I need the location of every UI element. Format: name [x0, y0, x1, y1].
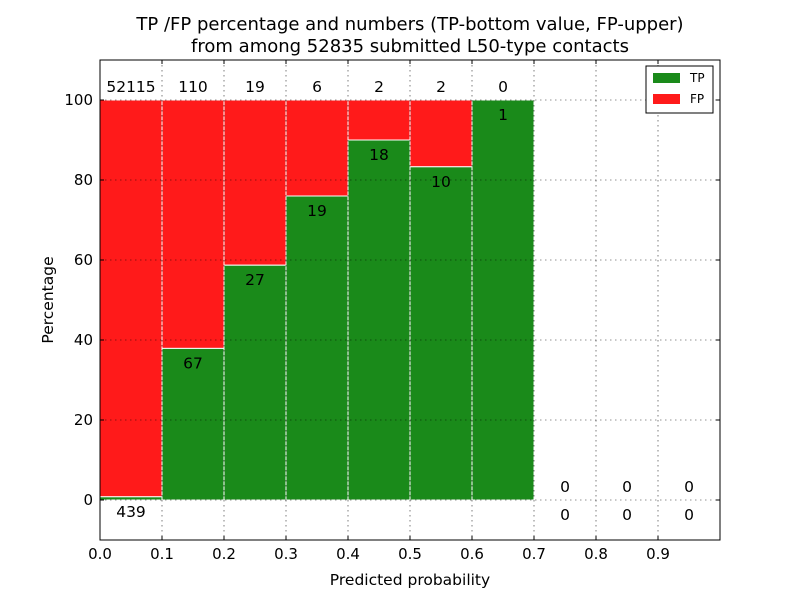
tp-count-label: 0: [684, 506, 694, 524]
tp-count-label: 67: [183, 354, 203, 372]
tp-bar: [471, 99, 535, 501]
fp-count-label: 19: [245, 78, 265, 96]
tp-count-label: 27: [245, 271, 265, 289]
fp-bar: [99, 99, 163, 498]
tp-bar: [99, 496, 163, 501]
tp-bar: [285, 195, 349, 501]
fp-count-label: 2: [374, 78, 384, 96]
tp-bar: [347, 139, 411, 501]
legend-swatch-fp: [653, 94, 680, 104]
y-axis-label: Percentage: [39, 256, 57, 343]
tp-bar: [223, 264, 287, 501]
x-tick-label: 0.0: [88, 545, 112, 563]
tp-count-label: 0: [560, 506, 570, 524]
x-tick-label: 0.5: [398, 545, 422, 563]
fp-bar: [285, 99, 349, 197]
y-tick-label: 100: [64, 91, 93, 109]
tp-count-label: 1: [498, 106, 508, 124]
fp-count-label: 0: [498, 78, 508, 96]
legend-label-fp: FP: [690, 92, 704, 106]
y-tick-label: 0: [83, 491, 93, 509]
fp-count-label: 0: [684, 478, 694, 496]
fp-bar: [161, 99, 225, 349]
x-tick-label: 0.4: [336, 545, 360, 563]
fp-bar: [347, 99, 411, 141]
x-tick-label: 0.7: [522, 545, 546, 563]
tp-count-label: 439: [116, 503, 146, 521]
plot-area: 0.0 0.1 0.2 0.3 0.4 0.5 0.6 0.7 0.8 0.90204060801…: [64, 59, 721, 563]
y-tick-label: 80: [74, 171, 93, 189]
x-axis-label: Predicted probability: [330, 571, 490, 589]
fp-bar: [409, 99, 473, 168]
fp-count-label: 110: [178, 78, 208, 96]
fp-count-label: 0: [560, 478, 570, 496]
fp-count-label: 6: [312, 78, 322, 96]
legend: TP FP: [645, 65, 714, 114]
y-tick-label: 60: [74, 251, 93, 269]
y-tick-label: 40: [74, 331, 93, 349]
x-tick-label: 0.1: [150, 545, 174, 563]
x-tick-label: 0.3: [274, 545, 298, 563]
x-tick-label: 0.2: [212, 545, 236, 563]
legend-swatch-tp: [653, 73, 680, 83]
tp-count-label: 0: [622, 506, 632, 524]
chart-subtitle: from among 52835 submitted L50-type cont…: [191, 36, 629, 57]
x-tick-label: 0.8: [584, 545, 608, 563]
fp-count-label: 2: [436, 78, 446, 96]
fp-bar: [223, 99, 287, 266]
tp-count-label: 18: [369, 146, 389, 164]
tp-bar: [409, 166, 473, 501]
legend-label-tp: TP: [689, 71, 705, 85]
x-tick-label: 0.6: [460, 545, 484, 563]
tp-bar: [161, 347, 225, 501]
tp-count-label: 10: [431, 173, 451, 191]
x-tick-label: 0.9: [646, 545, 670, 563]
y-tick-label: 20: [74, 411, 93, 429]
tp-count-label: 19: [307, 202, 327, 220]
chart-title: TP /FP percentage and numbers (TP-bottom…: [135, 14, 683, 35]
fp-count-label: 52115: [106, 78, 155, 96]
fp-count-label: 0: [622, 478, 632, 496]
